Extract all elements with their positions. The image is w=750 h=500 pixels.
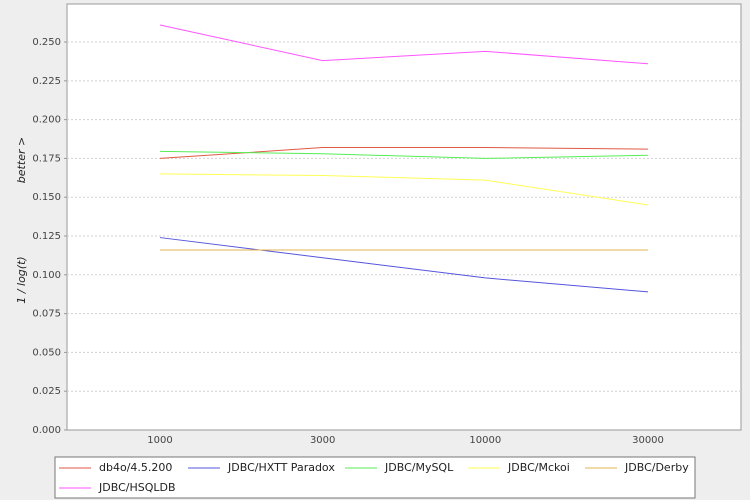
legend-label: JDBC/HXTT Paradox	[227, 461, 335, 474]
y-tick-label: 0.000	[32, 425, 61, 436]
y-tick-label: 0.175	[32, 153, 61, 164]
series-line	[159, 150, 649, 159]
x-tick-label: 1000	[147, 435, 172, 446]
y-tick-label: 0.025	[32, 386, 61, 397]
series-line	[159, 237, 649, 293]
y-axis-label: 1 / log(t)	[15, 256, 28, 303]
y-tick-label: 0.150	[32, 192, 61, 203]
legend-label: JDBC/Mckoi	[507, 461, 570, 474]
series-line	[159, 24, 649, 65]
legend-label: JDBC/Derby	[624, 461, 689, 474]
y-tick-label: 0.100	[32, 270, 61, 281]
y-tick-label: 0.225	[32, 76, 61, 87]
legend-label: db4o/4.5.200	[99, 461, 172, 474]
legend	[54, 456, 696, 499]
legend-label: JDBC/MySQL	[384, 461, 454, 474]
x-tick-label: 3000	[310, 435, 335, 446]
y-tick-label: 0.125	[32, 231, 61, 242]
y-tick-label: 0.200	[32, 115, 61, 126]
y-axis-annotation: better >	[15, 137, 28, 183]
x-tick-label: 10000	[469, 435, 501, 446]
plot-area	[66, 3, 742, 431]
legend-label: JDBC/HSQLDB	[98, 481, 176, 494]
y-tick-label: 0.050	[32, 347, 61, 358]
x-tick-label: 30000	[632, 435, 664, 446]
y-tick-label: 0.075	[32, 309, 61, 320]
y-tick-label: 0.250	[32, 37, 61, 48]
series-line	[159, 173, 649, 206]
